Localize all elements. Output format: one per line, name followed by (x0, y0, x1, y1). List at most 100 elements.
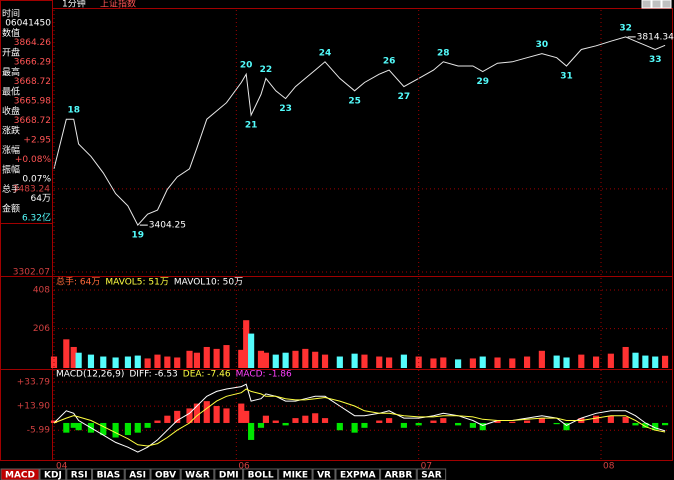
info-value: 6.32亿 (22, 212, 51, 224)
macd-bar (661, 422, 669, 426)
macd-bar (174, 410, 181, 423)
info-label: 涨幅 (2, 144, 20, 156)
tab-label: VR (317, 471, 331, 480)
close-button[interactable] (661, 0, 672, 9)
macd-bar (63, 422, 70, 433)
tab-label: OBV (155, 471, 176, 480)
swing-label: 30 (536, 40, 549, 50)
macd-bar (430, 420, 437, 423)
volume-bar (336, 356, 343, 368)
info-label: 收盘 (2, 105, 20, 117)
macd-bar (243, 410, 250, 423)
volume-bar (100, 356, 107, 368)
volume-bar (524, 356, 531, 368)
y-tick-label: +33.79 (17, 378, 51, 388)
tab-background (66, 468, 93, 480)
macd-bar (376, 420, 383, 423)
indicator-tab[interactable]: SAR (416, 468, 447, 480)
macd-bar (134, 422, 141, 433)
window-buttons (641, 0, 672, 9)
tab-label: EXPMA (340, 471, 376, 480)
info-value: 06041450 (5, 19, 51, 29)
macd-bar (321, 418, 329, 423)
maximize-button[interactable] (651, 0, 662, 9)
indicator-tab[interactable]: DMI (214, 468, 244, 480)
indicator-tab[interactable]: RSI (66, 468, 93, 480)
tab-label: KDJ (44, 471, 62, 480)
macd-bar (154, 420, 161, 423)
tab-label: MACD (5, 471, 35, 480)
info-label: 金额 (2, 203, 20, 215)
volume-bar (124, 356, 131, 368)
info-value: 0.07% (22, 175, 51, 185)
volume-bar (272, 354, 279, 368)
indicator-tab[interactable]: ARBR (380, 468, 417, 480)
macd-bar (203, 401, 210, 423)
tab-background (150, 468, 181, 480)
macd-bar (455, 422, 462, 426)
volume-bar (238, 349, 245, 368)
volume-bar (661, 355, 669, 368)
indicator-tab[interactable]: MIKE (278, 468, 313, 480)
swing-label: 22 (260, 65, 273, 75)
volume-bar (63, 339, 70, 368)
macd-bar (361, 422, 368, 428)
macd-bar (248, 422, 255, 440)
info-label: 最高 (2, 66, 20, 78)
tab-background (214, 468, 244, 480)
y-tick-label: +13.90 (17, 402, 51, 412)
macd-bar (312, 413, 319, 423)
legend-entry: MAVOL10: 50万 (174, 278, 243, 288)
period-label: 1分钟 (62, 0, 86, 10)
macd-bar (262, 415, 269, 423)
volume-bar (174, 357, 181, 368)
info-value: 3864.26 (14, 38, 51, 48)
swing-label: 28 (437, 48, 450, 58)
minimize-button[interactable] (641, 0, 652, 9)
indicator-tab[interactable]: ASI (124, 468, 151, 480)
info-value: 3665.98 (14, 97, 51, 107)
y-tick-label: 206 (33, 324, 50, 334)
macd-bar (524, 420, 531, 423)
tab-label: W&R (185, 471, 210, 480)
volume-bar (607, 353, 614, 368)
indicator-tab[interactable]: MACD (0, 468, 40, 480)
volume-bar (87, 354, 95, 368)
macd-bar (292, 418, 299, 423)
tab-label: RSI (71, 471, 88, 480)
info-value: 64万 (31, 194, 51, 204)
volume-bar (553, 355, 560, 368)
volume-bar (593, 356, 600, 368)
price-line (53, 36, 666, 226)
macd-bar (100, 422, 107, 436)
volume-bar (193, 352, 200, 368)
volume-bar (134, 355, 141, 368)
volume-bar (321, 354, 329, 368)
indicator-tab[interactable]: OBV (150, 468, 181, 480)
volume-bar (455, 359, 462, 368)
swing-label: 25 (348, 96, 361, 106)
macd-bar (415, 422, 422, 426)
tab-background (124, 468, 151, 480)
tab-label: MIKE (283, 471, 308, 480)
swing-label: 23 (279, 104, 292, 114)
macd-bar (652, 422, 659, 431)
macd-bar (440, 418, 447, 423)
indicator-tab[interactable]: BIAS (92, 468, 125, 480)
x-tick-label: 04 (56, 462, 68, 472)
indicator-tab[interactable]: EXPMA (335, 468, 381, 480)
volume-bar (400, 354, 407, 368)
symbol-label: 上证指数 (100, 0, 136, 10)
volume-bar (282, 352, 289, 368)
indicator-tab[interactable]: KDJ (39, 468, 67, 480)
indicator-tab[interactable]: BOLL (243, 468, 279, 480)
value-label: 3404.25 (149, 221, 186, 231)
indicator-tab[interactable]: VR (312, 468, 336, 480)
volume-bar (642, 355, 649, 368)
macd-bar (257, 422, 265, 428)
legend-entry: MACD: -1.86 (236, 370, 292, 380)
legend-entry: DEA: -7.46 (183, 370, 231, 380)
macd-bar (632, 422, 639, 426)
macd-bar (213, 405, 220, 423)
indicator-tab[interactable]: W&R (180, 468, 215, 480)
